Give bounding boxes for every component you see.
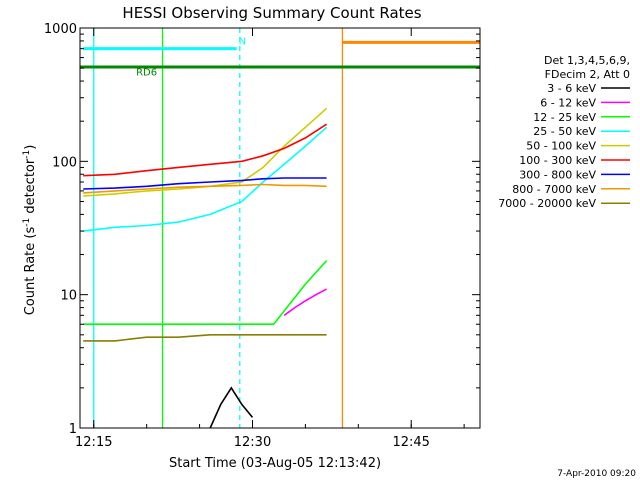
- legend-label-3: 25 - 50 keV: [533, 125, 596, 138]
- series-4-segment-0: [83, 107, 328, 197]
- legend-label-2: 12 - 25 keV: [533, 111, 596, 124]
- series-8-segment-1: [581, 308, 640, 348]
- y-axis-label-sup1: -1: [22, 218, 32, 227]
- series-2-segment-0: [83, 260, 328, 326]
- series-8-segment-0: [83, 333, 327, 342]
- y-tick-label-3: 1000: [44, 22, 77, 37]
- plot-area: NSFRDSRD6: [80, 28, 640, 428]
- plot-frame: [79, 27, 481, 429]
- series-1-segment-1: [581, 208, 640, 295]
- series-3-segment-0: [83, 126, 328, 232]
- flag-label-2: S: [545, 30, 551, 41]
- y-tick-label-2: 100: [52, 155, 77, 170]
- legend-header: Det 1,3,4,5,6,9, FDecim 2, Att 0: [544, 54, 630, 81]
- series-0-segment-0: [209, 386, 254, 428]
- x-tick-label-0: 12:15: [75, 435, 112, 450]
- y-axis-label-main: Count Rate (s: [23, 227, 38, 316]
- legend-header-line2: FDecim 2, Att 0: [545, 68, 630, 81]
- x-axis-label: Start Time (03-Aug-05 12:13:42): [169, 456, 381, 471]
- legend-label-7: 800 - 7000 keV: [512, 183, 596, 196]
- x-tick-label-2: 12:45: [392, 435, 429, 450]
- series-2-segment-1: [581, 275, 640, 295]
- legend-label-8: 7000 - 20000 keV: [498, 197, 596, 210]
- legend-label-6: 300 - 800 keV: [519, 168, 596, 181]
- series-7-segment-0: [83, 183, 327, 194]
- series-1-segment-0: [283, 288, 327, 316]
- series-3-segment-1: [581, 222, 640, 237]
- legend-label-1: 6 - 12 keV: [540, 96, 596, 109]
- series-5-segment-0: [83, 123, 328, 177]
- y-axis-label-end: ): [23, 145, 38, 150]
- svg-text:Count Rate (s-1 detector-1): Count Rate (s-1 detector-1): [22, 145, 38, 316]
- y-axis-label: Count Rate (s-1 detector-1): [22, 145, 38, 316]
- y-axis-label-sup2: -1: [22, 150, 32, 159]
- timestamp-footer: 7-Apr-2010 09:20: [557, 469, 636, 479]
- legend-label-4: 50 - 100 keV: [526, 140, 596, 153]
- flag-mark-0: RD6: [136, 68, 157, 79]
- y-tick-label-0: 1: [69, 422, 77, 437]
- chart-title: HESSI Observing Summary Count Rates: [122, 4, 421, 22]
- series-6-segment-0: [83, 177, 327, 190]
- y-axis-label-mid: detector: [23, 158, 38, 218]
- axes: 12:15 12:30 12:45 1 10 100 1000: [44, 22, 481, 450]
- flag-label-0: N: [239, 37, 246, 48]
- legend-label-0: 3 - 6 keV: [547, 82, 596, 95]
- legend-header-line1: Det 1,3,4,5,6,9,: [544, 54, 630, 67]
- series-0-segment-1: [581, 295, 640, 383]
- y-tick-label-1: 10: [60, 289, 77, 304]
- legend-label-5: 100 - 300 keV: [519, 154, 596, 167]
- x-tick-label-1: 12:30: [234, 435, 271, 450]
